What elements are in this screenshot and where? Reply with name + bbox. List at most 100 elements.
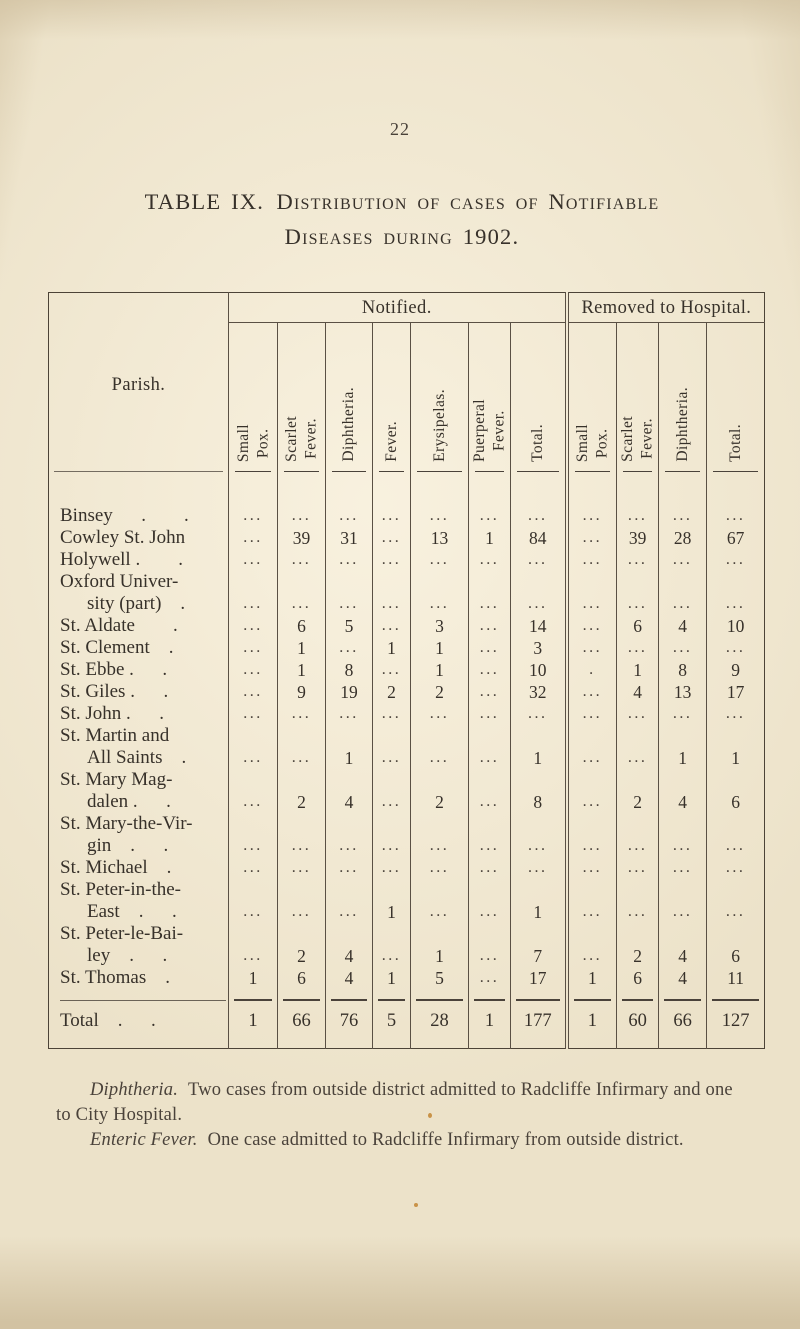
cell-notified-diphtheria: ... xyxy=(325,857,373,879)
cell-removed-diphtheria: 4 xyxy=(658,769,707,813)
cell-notified-puerperal-fever: ... xyxy=(468,703,511,725)
cell-notified-puerperal-fever: ... xyxy=(468,725,511,769)
table-title-line-1: TABLE IX. Distribution of cases of Notif… xyxy=(144,189,660,214)
cell-notified-puerperal-fever: ... xyxy=(468,813,511,857)
cell-notified-fever: 5 xyxy=(372,989,411,1049)
table-body: Binsey . ...............................… xyxy=(49,487,765,1049)
total-row: Total . . 1 66 76 5 28 1 177 1 60 66 127 xyxy=(49,989,765,1049)
cell-removed-diphtheria: ... xyxy=(658,487,707,527)
parish-header-label: Parish. xyxy=(111,375,166,395)
column-header-removed-scarlet-fever: Scarlet Fever. xyxy=(616,322,659,487)
cell-notified-diphtheria: 4 xyxy=(325,967,373,989)
cell-removed-scarlet-fever: 4 xyxy=(616,681,659,703)
parish-name: St. Martin and All Saints . xyxy=(60,725,187,768)
column-header-removed-smallpox: Small Pox. xyxy=(564,322,617,487)
cell-notified-erysipelas: ... xyxy=(410,487,469,527)
table-title-line-2: Diseases during 1902. xyxy=(284,224,520,249)
cell-notified-total: 3 xyxy=(509,637,567,659)
cell-notified-smallpox: ... xyxy=(228,681,278,703)
cell-removed-diphtheria: ... xyxy=(658,549,707,571)
cell-notified-fever: ... xyxy=(372,703,411,725)
cell-notified-fever: 1 xyxy=(372,879,411,923)
cell-notified-total: ... xyxy=(509,549,567,571)
cell-notified-diphtheria: ... xyxy=(325,879,373,923)
cell-notified-puerperal-fever: ... xyxy=(468,571,511,615)
cell-removed-smallpox: ... xyxy=(564,813,617,857)
cell-notified-fever: ... xyxy=(372,659,411,681)
cell-notified-puerperal-fever: ... xyxy=(468,857,511,879)
cell-notified-smallpox: ... xyxy=(228,813,278,857)
cell-notified-smallpox: ... xyxy=(228,857,278,879)
cell-removed-diphtheria: 1 xyxy=(658,725,707,769)
parish-name: St. Ebbe . . xyxy=(60,659,168,680)
cell-removed-smallpox: ... xyxy=(564,681,617,703)
table-title: TABLE IX. Distribution of cases of Notif… xyxy=(44,184,760,254)
cell-notified-total: ... xyxy=(509,813,567,857)
cell-notified-erysipelas: ... xyxy=(410,857,469,879)
cell-removed-total: 11 xyxy=(706,967,765,989)
cell-notified-smallpox: ... xyxy=(228,487,278,527)
cell-removed-total: ... xyxy=(706,571,765,615)
cell-notified-erysipelas: 5 xyxy=(410,967,469,989)
cell-removed-diphtheria: 4 xyxy=(658,923,707,967)
cell-notified-puerperal-fever: 1 xyxy=(468,989,511,1049)
cell-notified-erysipelas: 1 xyxy=(410,659,469,681)
cell-notified-smallpox: 1 xyxy=(228,967,278,989)
cell-notified-puerperal-fever: 1 xyxy=(468,527,511,549)
cell-notified-total: 17 xyxy=(509,967,567,989)
cell-removed-total: ... xyxy=(706,879,765,923)
cell-notified-total: ... xyxy=(509,487,567,527)
cell-notified-total: 177 xyxy=(509,989,567,1049)
cell-removed-scarlet-fever: 6 xyxy=(616,615,659,637)
cell-removed-total: 6 xyxy=(706,923,765,967)
cell-removed-smallpox: 1 xyxy=(564,967,617,989)
cell-notified-scarlet-fever: ... xyxy=(277,879,326,923)
footnote-lead: Diphtheria. xyxy=(90,1080,179,1100)
cell-notified-smallpox: ... xyxy=(228,659,278,681)
cell-notified-diphtheria: 4 xyxy=(325,769,373,813)
cell-notified-erysipelas: 28 xyxy=(410,989,469,1049)
cell-removed-scarlet-fever: ... xyxy=(616,703,659,725)
cell-notified-smallpox: ... xyxy=(228,725,278,769)
footnotes: Diphtheria. Two cases from outside distri… xyxy=(56,1078,750,1153)
cell-notified-total: 32 xyxy=(509,681,567,703)
footnote-text: Two cases from outside district admitted… xyxy=(56,1080,733,1125)
cell-removed-total: ... xyxy=(706,549,765,571)
cell-notified-fever: ... xyxy=(372,813,411,857)
cell-notified-smallpox: ... xyxy=(228,703,278,725)
cell-removed-smallpox: ... xyxy=(564,637,617,659)
cell-notified-smallpox: ... xyxy=(228,549,278,571)
cell-removed-smallpox: ... xyxy=(564,923,617,967)
column-header-removed-total: Total. xyxy=(706,322,765,487)
cell-notified-diphtheria: 5 xyxy=(325,615,373,637)
footnote-diphtheria: Diphtheria. Two cases from outside distri… xyxy=(56,1078,750,1128)
cell-notified-total: 8 xyxy=(509,769,567,813)
parish-name: St. Aldate . xyxy=(60,615,178,636)
cell-notified-erysipelas: 1 xyxy=(410,923,469,967)
table-row: Binsey . ...............................… xyxy=(49,487,765,527)
cell-notified-erysipelas: ... xyxy=(410,879,469,923)
cell-notified-scarlet-fever: 2 xyxy=(277,769,326,813)
cell-notified-smallpox: ... xyxy=(228,879,278,923)
cell-notified-scarlet-fever: 6 xyxy=(277,615,326,637)
cell-notified-diphtheria: 8 xyxy=(325,659,373,681)
parish-name: St. Peter-in-the- East . . xyxy=(60,879,181,922)
cell-removed-scarlet-fever: ... xyxy=(616,879,659,923)
table-row: St. Giles . .... 9 19 2 2... 32... 4 13 17 xyxy=(49,681,765,703)
cell-notified-fever: ... xyxy=(372,857,411,879)
cell-notified-smallpox: ... xyxy=(228,571,278,615)
cell-removed-scarlet-fever: ... xyxy=(616,571,659,615)
cell-notified-scarlet-fever: 1 xyxy=(277,659,326,681)
parish-name: St. Mary Mag-dalen . . xyxy=(60,769,173,812)
cell-notified-puerperal-fever: ... xyxy=(468,681,511,703)
cell-removed-scarlet-fever: 60 xyxy=(616,989,659,1049)
cell-notified-diphtheria: ... xyxy=(325,549,373,571)
table-row: St. Mary Mag-dalen . .... 2 4... 2... 8... 2 4… xyxy=(49,769,765,813)
cell-removed-total: ... xyxy=(706,637,765,659)
cell-notified-puerperal-fever: ... xyxy=(468,923,511,967)
cell-notified-erysipelas: ... xyxy=(410,813,469,857)
cell-removed-smallpox: ... xyxy=(564,487,617,527)
cell-removed-scarlet-fever: 2 xyxy=(616,769,659,813)
cell-notified-scarlet-fever: 39 xyxy=(277,527,326,549)
cell-removed-total: 67 xyxy=(706,527,765,549)
